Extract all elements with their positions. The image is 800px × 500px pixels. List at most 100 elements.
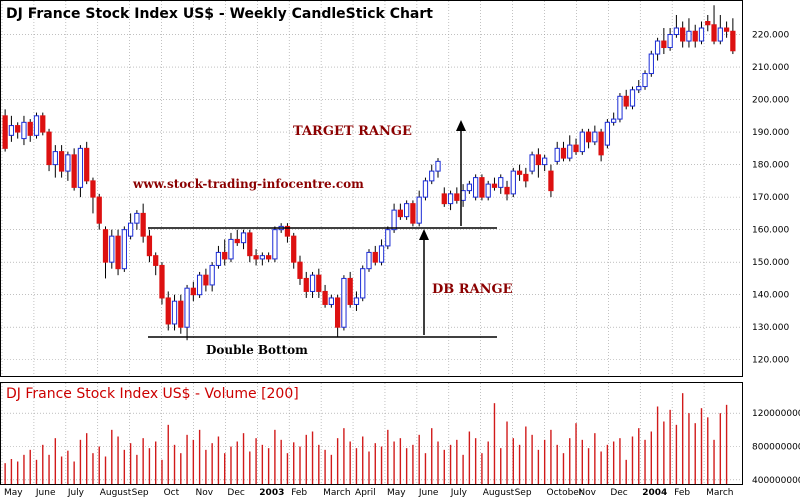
candle-down bbox=[705, 21, 711, 26]
month-label: Nov bbox=[578, 488, 596, 498]
candle-down bbox=[334, 297, 341, 328]
candle-up bbox=[341, 277, 347, 328]
candle-up bbox=[542, 157, 548, 166]
candle-up bbox=[353, 297, 360, 305]
price-panel-border bbox=[0, 0, 743, 377]
candle-down bbox=[316, 274, 322, 292]
candle-down bbox=[84, 147, 90, 182]
month-label: August bbox=[100, 488, 132, 498]
candle-down bbox=[623, 95, 629, 107]
candle-up bbox=[667, 34, 673, 49]
candle-down bbox=[146, 235, 153, 257]
candle-down bbox=[159, 264, 165, 299]
candle-up bbox=[435, 160, 441, 172]
db-range-arrowhead bbox=[419, 229, 429, 240]
candle-up bbox=[52, 151, 58, 166]
website-label: www.stock-trading-infocentre.com bbox=[132, 177, 364, 191]
volume-series bbox=[4, 393, 728, 484]
candle-up bbox=[272, 229, 278, 260]
candle-up bbox=[654, 40, 661, 55]
candle-down bbox=[234, 238, 240, 244]
candle-down bbox=[730, 30, 736, 52]
candle-up bbox=[240, 232, 247, 244]
target-range-label: TARGET RANGE bbox=[293, 124, 412, 139]
candle-up bbox=[636, 86, 642, 91]
month-label: Sep bbox=[515, 488, 532, 498]
candle-down bbox=[723, 27, 730, 32]
month-label: August bbox=[483, 488, 515, 498]
candle-down bbox=[397, 209, 404, 218]
candle-up bbox=[554, 147, 560, 162]
month-label: March bbox=[706, 488, 733, 498]
month-label: March bbox=[323, 488, 350, 498]
month-label: Sep bbox=[132, 488, 149, 498]
candle-down bbox=[504, 186, 510, 195]
month-axis: May June July August Sep Oct Nov Dec 2003 Feb Marc… bbox=[4, 488, 734, 498]
price-tick-label: 200.000 bbox=[752, 96, 789, 106]
candle-up bbox=[698, 27, 705, 42]
candle-down bbox=[46, 131, 52, 166]
price-tick-label: 190.000 bbox=[752, 128, 789, 138]
candle-up bbox=[33, 115, 40, 136]
candle-down bbox=[253, 255, 259, 260]
candle-up bbox=[391, 209, 397, 231]
candle-down bbox=[454, 193, 460, 201]
month-label: June bbox=[35, 488, 56, 498]
annotation-overlay: TARGET RANGE www.stock-trading-infocentr… bbox=[132, 120, 513, 357]
candle-down bbox=[516, 170, 523, 175]
candle-down bbox=[284, 225, 291, 237]
candle-down bbox=[40, 115, 46, 133]
candle-up bbox=[686, 30, 692, 42]
candle-down bbox=[96, 196, 102, 224]
price-axis: 120.000 130.000 140.000 150.000 160.000 170.0… bbox=[752, 31, 789, 366]
candle-down bbox=[680, 27, 686, 42]
price-tick-label: 130.000 bbox=[752, 323, 789, 333]
candle-up bbox=[228, 238, 234, 260]
candle-down bbox=[15, 125, 21, 133]
candle-up bbox=[642, 73, 648, 88]
candle-down bbox=[190, 287, 196, 296]
month-label: Oct bbox=[164, 488, 180, 498]
candle-up bbox=[259, 255, 265, 260]
candle-up bbox=[429, 170, 435, 182]
candle-down bbox=[247, 232, 253, 257]
candle-down bbox=[58, 151, 65, 172]
month-label: June bbox=[418, 488, 439, 498]
price-tick-label: 220.000 bbox=[752, 31, 789, 41]
candle-up bbox=[510, 170, 516, 195]
candle-down bbox=[585, 131, 592, 143]
candle-up bbox=[184, 287, 190, 328]
candle-up bbox=[717, 27, 723, 42]
candle-up bbox=[604, 121, 611, 146]
volume-tick-label: 800000000 bbox=[752, 443, 800, 453]
candle-down bbox=[441, 193, 447, 205]
candle-down bbox=[303, 277, 309, 292]
volume-panel-border bbox=[0, 382, 743, 485]
price-tick-label: 170.000 bbox=[752, 193, 789, 203]
candle-up bbox=[416, 196, 422, 224]
candle-up bbox=[673, 27, 680, 36]
candle-down bbox=[203, 274, 209, 286]
candle-up bbox=[121, 229, 127, 270]
candle-down bbox=[372, 251, 378, 263]
candle-down bbox=[573, 144, 579, 153]
candle-up bbox=[171, 300, 178, 325]
candle-up bbox=[404, 203, 410, 218]
candle-down bbox=[102, 229, 109, 263]
chart-title: DJ France Stock Index US$ - Weekly Candl… bbox=[6, 6, 433, 22]
candle-up bbox=[629, 89, 636, 107]
price-tick-label: 120.000 bbox=[752, 356, 789, 366]
month-label: Feb bbox=[291, 488, 307, 498]
candle-up bbox=[529, 154, 535, 172]
candle-up bbox=[127, 222, 134, 237]
candle-up bbox=[378, 245, 385, 263]
candle-up bbox=[77, 147, 84, 188]
double-bottom-label: Double Bottom bbox=[206, 343, 308, 357]
candle-down bbox=[523, 173, 529, 182]
candle-up bbox=[309, 274, 316, 292]
candle-down bbox=[291, 235, 297, 263]
db-range-label: DB RANGE bbox=[432, 282, 513, 297]
month-label: April bbox=[355, 488, 376, 498]
candle-down bbox=[491, 183, 498, 188]
candle-down bbox=[479, 177, 485, 198]
